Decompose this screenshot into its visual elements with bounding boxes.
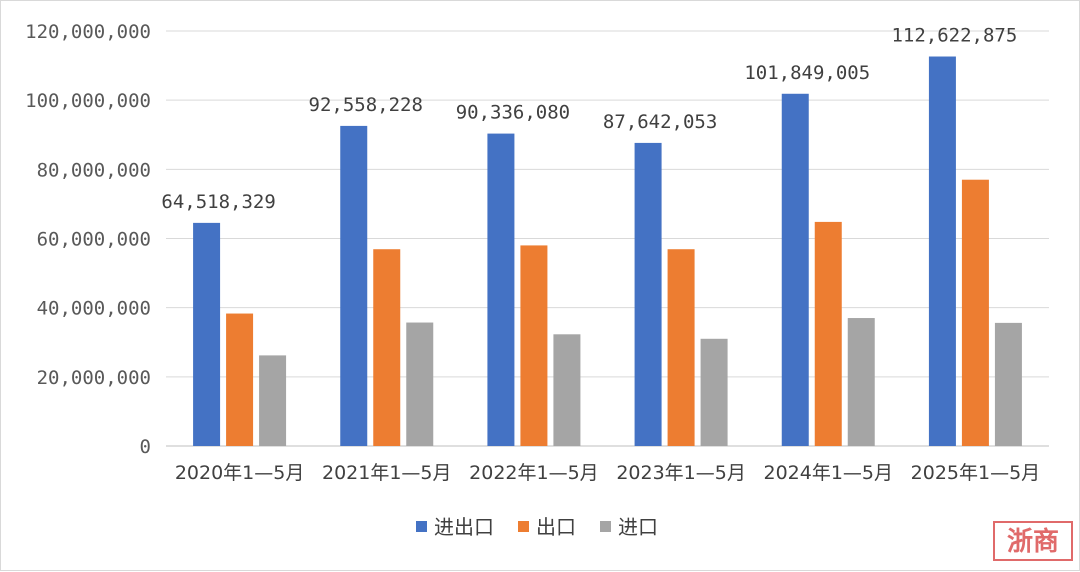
bar-import (553, 334, 581, 446)
y-tick-label: 60,000,000 (37, 229, 151, 251)
bar-import-export (928, 56, 956, 446)
bar-import (700, 338, 728, 446)
legend: 进出口 出口 进口 (416, 515, 658, 539)
y-tick-label: 120,000,000 (25, 21, 151, 43)
y-tick-label: 20,000,000 (37, 367, 151, 389)
watermark-text: 浙商 (1007, 526, 1059, 557)
bar-import-export (193, 222, 221, 446)
data-label: 92,558,228 (309, 94, 423, 116)
bar-import (406, 322, 434, 446)
data-labels: 64,518,329 92,558,228 90,336,080 87,642,053… (161, 25, 1017, 213)
bar-export (226, 313, 254, 446)
y-tick-label: 0 (140, 436, 151, 458)
data-label: 90,336,080 (456, 102, 570, 124)
bar-import-export (634, 142, 662, 446)
data-label: 101,849,005 (744, 62, 870, 84)
bar-export (520, 245, 548, 446)
y-tick-label: 80,000,000 (37, 159, 151, 181)
bars (193, 56, 1022, 447)
x-tick-label: 2024年1—5月 (763, 462, 893, 484)
bar-export (961, 179, 989, 447)
x-tick-label: 2022年1—5月 (469, 462, 599, 484)
data-label: 64,518,329 (161, 191, 275, 213)
legend-swatch (518, 521, 529, 532)
bar-import (994, 322, 1022, 446)
bar-import-export (340, 125, 368, 446)
bar-import (847, 318, 875, 446)
legend-label: 出口 (536, 515, 576, 539)
x-axis-ticks: 2020年1—5月 2021年1—5月 2022年1—5月 2023年1—5月 2024… (175, 462, 1040, 484)
data-label: 112,622,875 (891, 25, 1017, 47)
x-tick-label: 2023年1—5月 (616, 462, 746, 484)
bar-export (667, 249, 695, 446)
legend-label: 进口 (618, 515, 658, 539)
legend-swatch (416, 521, 427, 532)
legend-swatch (600, 521, 611, 532)
y-axis-ticks: 0 20,000,000 40,000,000 60,000,000 80,000,00… (25, 21, 151, 458)
x-tick-label: 2025年1—5月 (911, 462, 1041, 484)
x-tick-label: 2020年1—5月 (175, 462, 305, 484)
data-label: 87,642,053 (603, 111, 717, 133)
legend-label: 进出口 (434, 515, 494, 539)
bar-import-export (487, 133, 515, 447)
y-tick-label: 40,000,000 (37, 298, 151, 320)
watermark-stamp: 浙商 (993, 521, 1073, 561)
bar-export (814, 221, 842, 446)
bar-import (259, 355, 287, 446)
x-tick-label: 2021年1—5月 (322, 462, 452, 484)
bar-import-export (781, 93, 809, 447)
y-tick-label: 100,000,000 (25, 90, 151, 112)
watermark-border (993, 521, 1073, 561)
gridlines (166, 30, 1049, 447)
bar-export (373, 249, 401, 446)
